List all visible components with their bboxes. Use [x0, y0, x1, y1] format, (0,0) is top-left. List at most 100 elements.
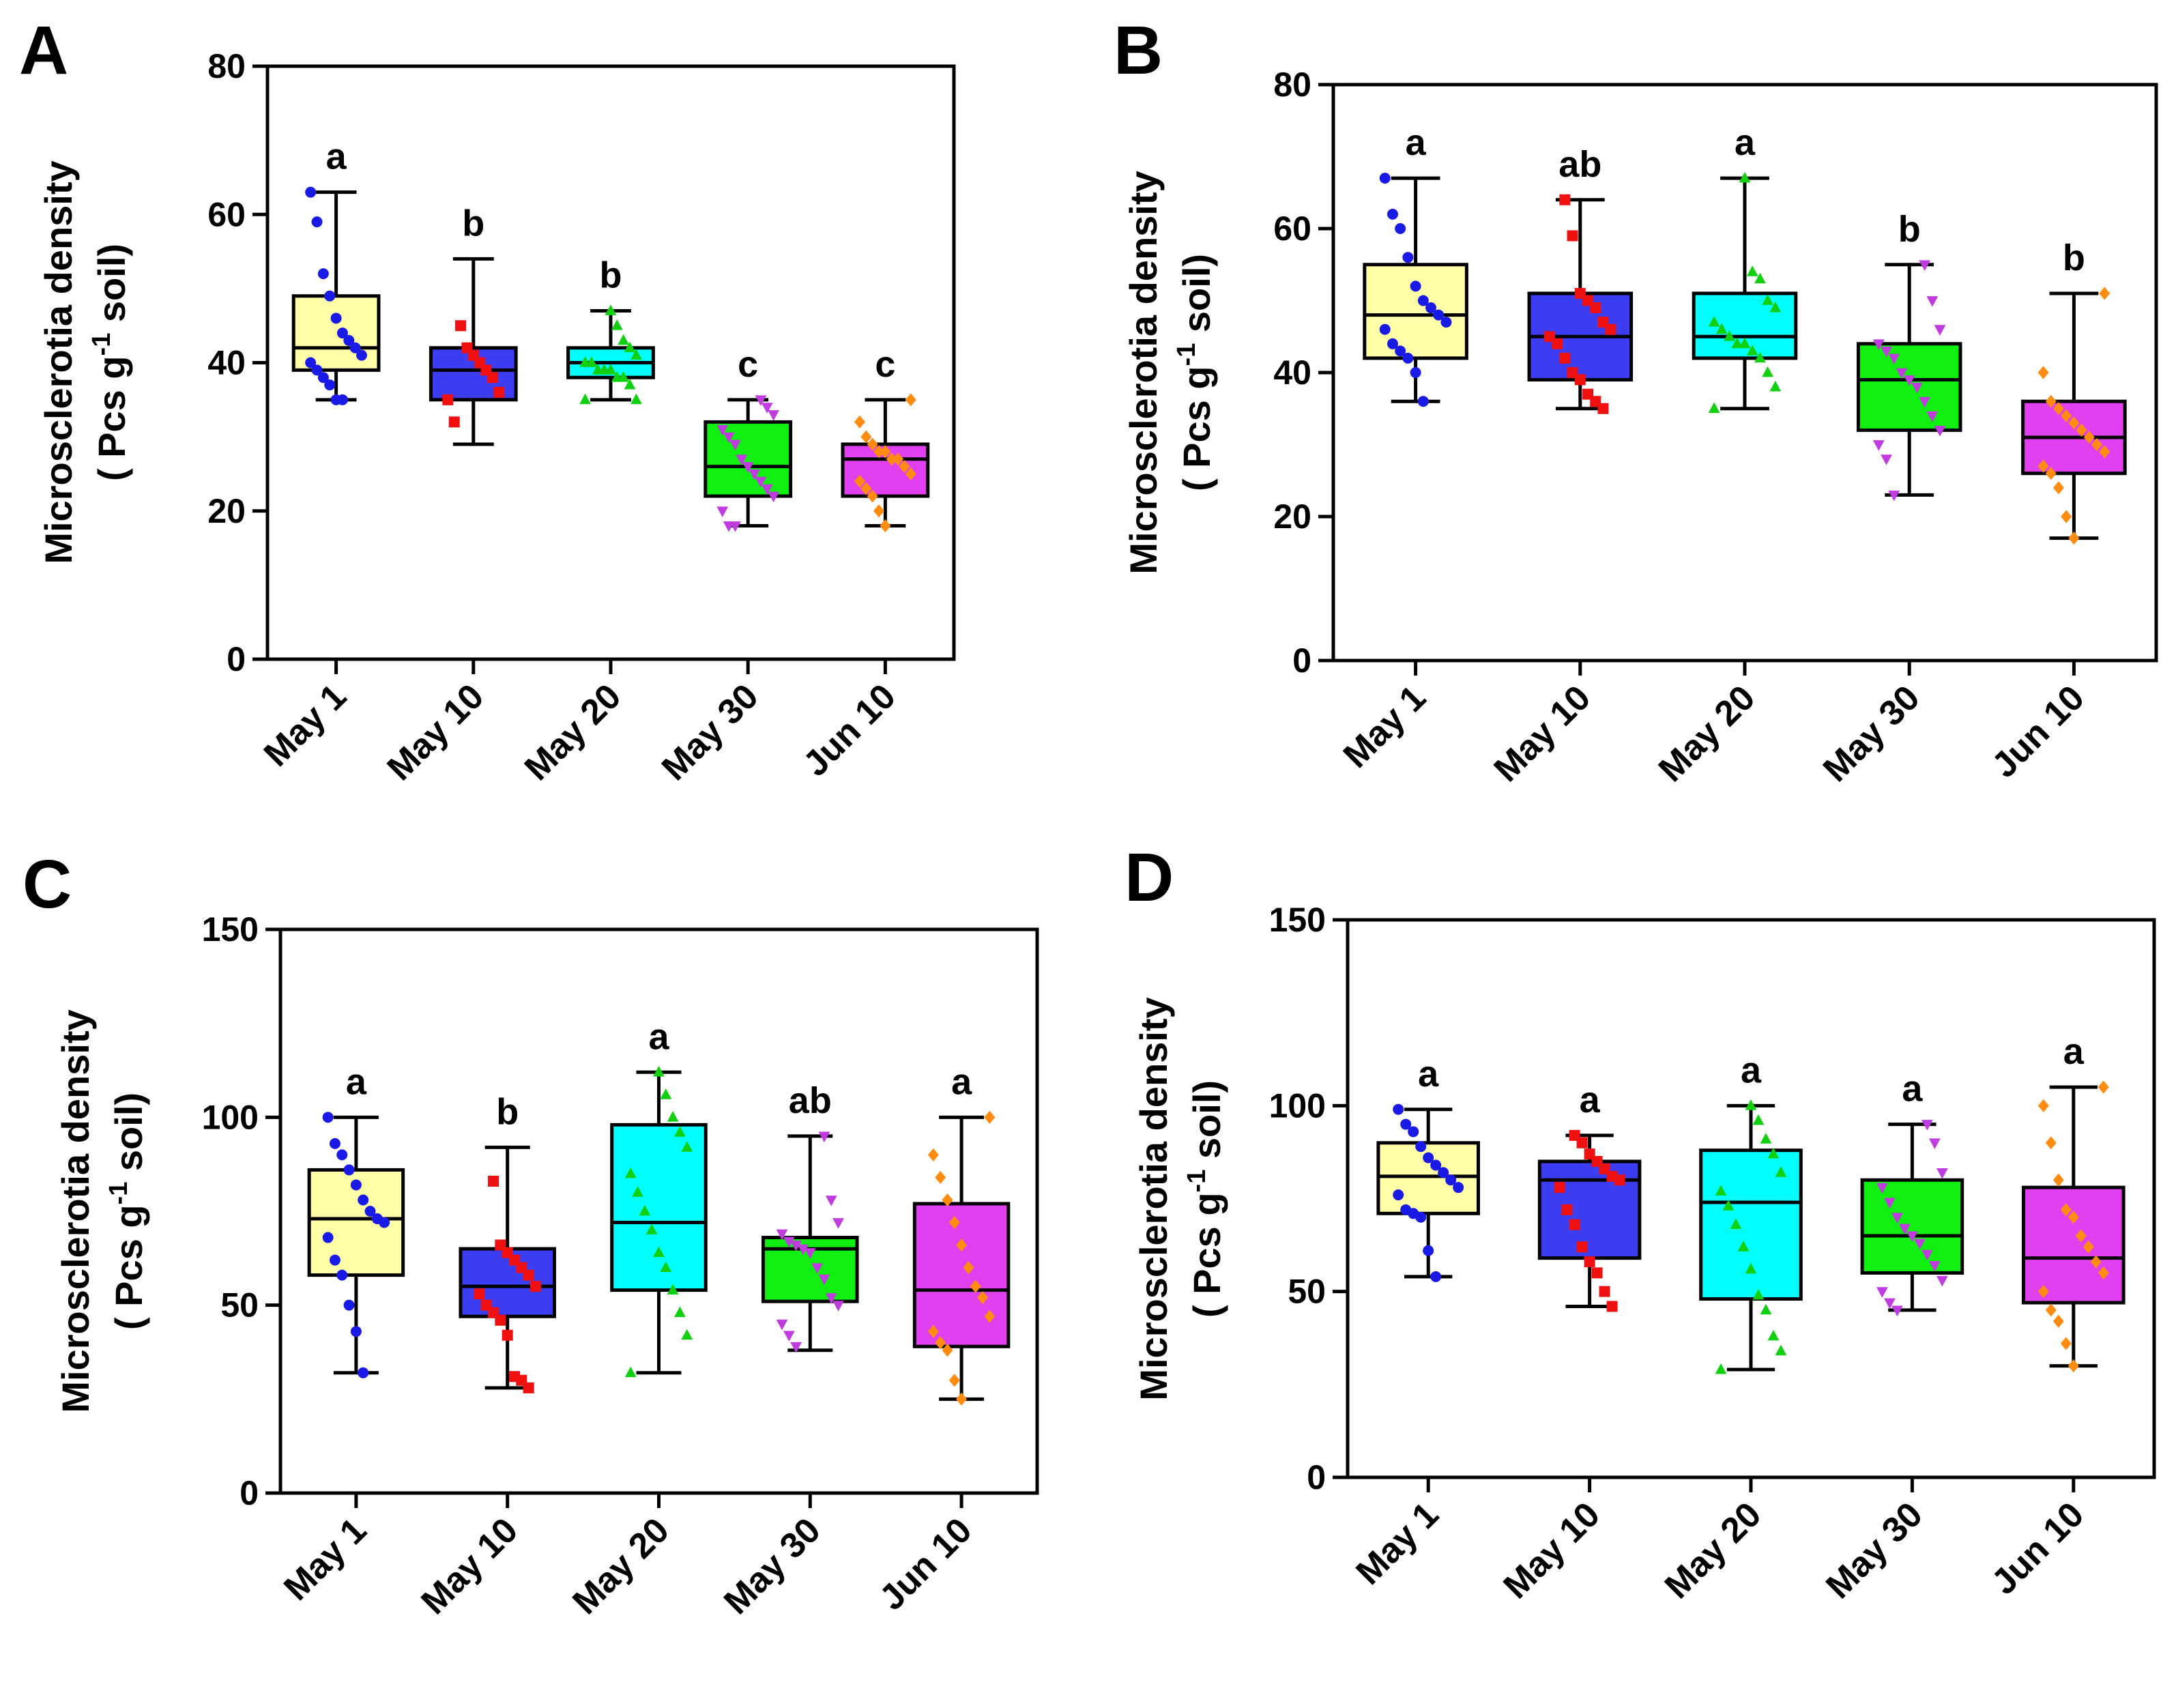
data-point — [379, 1217, 390, 1228]
data-point — [1576, 1137, 1588, 1148]
box-group: a — [1376, 1054, 1480, 1282]
data-point — [1899, 1224, 1911, 1235]
significance-letter: a — [346, 1061, 367, 1102]
data-point — [804, 1248, 816, 1259]
x-category-label: May 30 — [1818, 1494, 1930, 1606]
data-point — [2045, 1303, 2057, 1317]
data-point — [2099, 445, 2110, 459]
data-point — [624, 1366, 637, 1378]
x-category-label: May 30 — [1816, 678, 1928, 790]
box-iqr — [1860, 1178, 1964, 1275]
data-point — [1913, 1239, 1926, 1250]
data-point — [1934, 426, 1946, 437]
significance-letter: ab — [789, 1080, 832, 1121]
data-point — [818, 1131, 830, 1143]
data-point — [1775, 1344, 1787, 1356]
data-point — [1417, 396, 1429, 407]
data-point — [1769, 301, 1782, 313]
data-point — [2098, 1266, 2109, 1280]
significance-letter: c — [875, 344, 895, 385]
data-point — [2083, 1240, 2094, 1254]
data-point — [474, 1288, 485, 1300]
y-axis-label-superscript: -1 — [1183, 1170, 1211, 1193]
data-point — [761, 484, 773, 495]
data-point — [956, 1238, 968, 1252]
y-tick-label: 100 — [202, 1098, 259, 1136]
data-point — [2060, 1203, 2072, 1217]
box-group: a — [1860, 1069, 1964, 1317]
data-point — [867, 489, 878, 503]
y-tick-label: 0 — [1292, 641, 1311, 680]
data-point — [1379, 173, 1391, 184]
data-point — [825, 1196, 837, 1206]
data-point — [530, 1281, 541, 1292]
data-point — [984, 1110, 996, 1124]
data-point — [970, 1279, 981, 1293]
box-group: a — [291, 136, 381, 405]
x-category-label: May 1 — [276, 1510, 374, 1608]
data-point — [660, 1088, 672, 1099]
box-iqr — [610, 1123, 708, 1292]
data-point — [350, 1179, 362, 1191]
y-tick-label: 20 — [207, 492, 246, 530]
significance-letter: ab — [1558, 144, 1601, 185]
data-point — [1752, 1288, 1765, 1300]
y-axis-label-line2: ( Pcs g-1 soil) — [87, 244, 133, 481]
data-point — [935, 1336, 946, 1350]
y-axis-label-unit: ( Pcs g — [1175, 366, 1218, 491]
data-point — [776, 1319, 788, 1331]
significance-letter: b — [2063, 237, 2085, 278]
significance-letter: b — [1898, 209, 1921, 250]
y-tick-label: 40 — [1273, 353, 1311, 392]
data-point — [2037, 1099, 2049, 1112]
data-point — [1881, 346, 1892, 358]
data-point — [2045, 394, 2057, 408]
data-point — [2083, 431, 2095, 444]
data-point — [1884, 1298, 1896, 1309]
data-point — [618, 371, 630, 382]
data-point — [1884, 1198, 1896, 1209]
box-group: b — [2021, 237, 2127, 545]
data-point — [783, 1236, 795, 1248]
significance-letter: c — [738, 344, 758, 385]
y-tick-label: 150 — [1269, 901, 1326, 939]
data-point — [1715, 323, 1728, 334]
data-point — [873, 504, 885, 518]
significance-letter: a — [1735, 122, 1756, 163]
data-point — [790, 1342, 802, 1353]
data-point — [1400, 1118, 1412, 1130]
panel-letter: A — [19, 12, 68, 89]
data-point — [2061, 510, 2072, 523]
data-point — [783, 1331, 795, 1342]
data-point — [1408, 1126, 1419, 1138]
x-category-label: Jun 10 — [796, 676, 903, 783]
data-point — [1591, 1267, 1603, 1279]
box-group: a — [2022, 1031, 2126, 1373]
data-point — [317, 268, 329, 280]
x-category-label: May 1 — [257, 676, 354, 774]
data-point — [653, 1066, 665, 1077]
data-point — [343, 1299, 355, 1311]
box-group: a — [1537, 1080, 1642, 1312]
y-axis-label-line2: ( Pcs g-1 soil) — [104, 1092, 150, 1330]
panel-letter: D — [1125, 839, 1174, 916]
data-point — [1423, 1245, 1434, 1256]
data-point — [1453, 1182, 1464, 1193]
data-point — [336, 328, 348, 339]
panel-letter: C — [23, 846, 72, 923]
box-group: a — [610, 1016, 708, 1378]
data-point — [854, 474, 865, 488]
data-point — [2052, 1173, 2064, 1187]
data-point — [948, 1374, 960, 1387]
y-axis-label-unit-suffix: soil) — [107, 1092, 150, 1182]
box-group: b — [566, 255, 655, 405]
data-point — [1921, 1249, 1933, 1261]
x-category-label: May 20 — [565, 1510, 677, 1622]
box-group: c — [841, 344, 930, 533]
box-iqr — [912, 1202, 1011, 1348]
data-point — [605, 304, 617, 315]
data-point — [442, 394, 454, 405]
data-point — [1752, 1114, 1765, 1125]
data-point — [905, 393, 916, 407]
data-point — [487, 372, 498, 383]
